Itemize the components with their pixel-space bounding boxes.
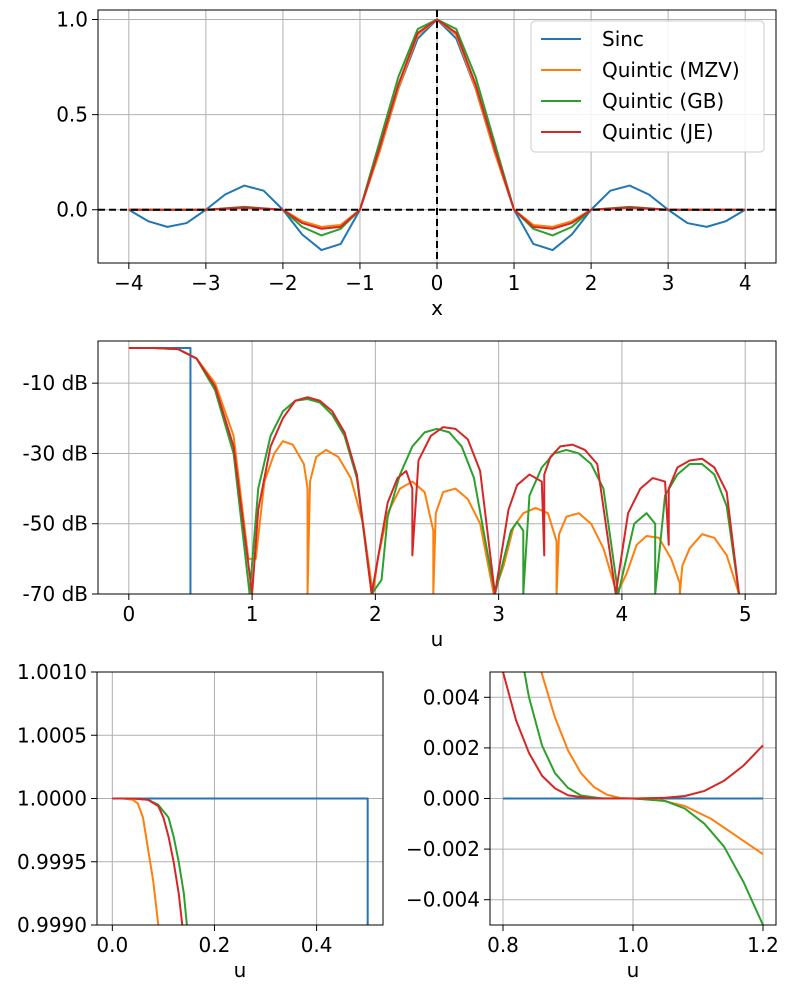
- x-tick-label: 0.0: [96, 933, 128, 957]
- chart-passband-zoom: 0.0 0.2 0.4 0.9990 0.9995 1.0000 1.0005 1.0010 u: [17, 660, 384, 982]
- legend-entry-label: Sinc: [602, 27, 644, 51]
- x-tick-label: 0.8: [487, 933, 519, 957]
- y-tick-label: -10 dB: [23, 371, 88, 395]
- series-line-quintic-gb: [128, 347, 741, 594]
- legend-entry-label: Quintic (MZV): [602, 58, 740, 82]
- y-tick-label: 0.0: [56, 198, 88, 222]
- x-tick-label: 0.2: [199, 933, 231, 957]
- x-tick-label: 1.2: [747, 933, 779, 957]
- series-line-quintic-je: [502, 672, 764, 800]
- series-line-sinc: [112, 797, 369, 925]
- legend: Sinc Quintic (MZV) Quintic (GB) Quintic (JE…: [530, 20, 765, 153]
- x-axis-label: x: [431, 296, 443, 320]
- y-tick-label: 0.004: [423, 685, 480, 709]
- legend-entry-label: Quintic (GB): [602, 89, 724, 113]
- x-tick-label: −3: [191, 271, 220, 295]
- x-tick-label: 0: [122, 602, 135, 626]
- series-group: [128, 347, 741, 594]
- series-group: [112, 797, 369, 925]
- x-axis-label: u: [627, 958, 640, 982]
- x-tick-label: 1: [508, 271, 521, 295]
- chart-spectrum: 0 1 2 3 4 5 -10 dB -30 dB -50 dB -70 dB u: [23, 340, 777, 651]
- x-tick-label: 3: [492, 602, 505, 626]
- x-tick-label: −4: [114, 271, 143, 295]
- y-tick-label: 1.0000: [17, 787, 87, 811]
- x-tick-label: 1.0: [617, 933, 649, 957]
- series-line-quintic-mzv: [540, 672, 764, 855]
- y-tick-label: 0.9995: [17, 850, 87, 874]
- x-tick-label: 0.4: [301, 933, 333, 957]
- y-tick-label: -30 dB: [23, 441, 88, 465]
- series-line-quintic-je: [112, 797, 184, 925]
- y-tick-label: 0.9990: [17, 913, 87, 937]
- x-tick-label: 1: [246, 602, 259, 626]
- series-line-sinc: [128, 347, 192, 594]
- series-group: [128, 18, 746, 252]
- series-line-quintic-je: [128, 347, 741, 594]
- x-tick-label: 3: [662, 271, 675, 295]
- x-tick-label: 4: [616, 602, 629, 626]
- y-tick-label: −0.004: [406, 888, 480, 912]
- x-tick-label: 5: [739, 602, 752, 626]
- series-line-quintic-mzv: [128, 347, 740, 594]
- series-line-quintic-je: [128, 18, 746, 230]
- x-tick-label: 4: [739, 271, 752, 295]
- chart-kernels: −4 −3 −2 −1 0 1 2 3 4 0.0 0.5 1.0 x Sinc Quintic (MZV)…: [56, 8, 777, 320]
- x-tick-label: −2: [268, 271, 297, 295]
- x-tick-label: 0: [431, 271, 444, 295]
- y-tick-label: −0.002: [406, 837, 480, 861]
- x-axis-label: u: [431, 627, 444, 651]
- x-tick-label: −1: [345, 271, 374, 295]
- series-group: [502, 672, 764, 925]
- y-tick-label: 1.0010: [17, 660, 87, 684]
- x-tick-label: 2: [585, 271, 598, 295]
- x-tick-label: 2: [369, 602, 382, 626]
- axes-frame: [97, 340, 777, 595]
- chart-transition-zoom: 0.8 1.0 1.2 −0.004 −0.002 0.000 0.002 0.004 u: [406, 671, 779, 982]
- y-tick-label: -50 dB: [23, 512, 88, 536]
- legend-entry-label: Quintic (JE): [602, 120, 714, 144]
- legend-box: [530, 20, 765, 153]
- x-axis-label: u: [234, 958, 247, 982]
- y-tick-label: 0.000: [423, 787, 480, 811]
- y-tick-label: 0.5: [56, 103, 88, 127]
- y-tick-label: -70 dB: [23, 582, 88, 606]
- y-tick-label: 1.0005: [17, 723, 87, 747]
- y-tick-label: 0.002: [423, 736, 480, 760]
- y-tick-label: 1.0: [56, 8, 88, 32]
